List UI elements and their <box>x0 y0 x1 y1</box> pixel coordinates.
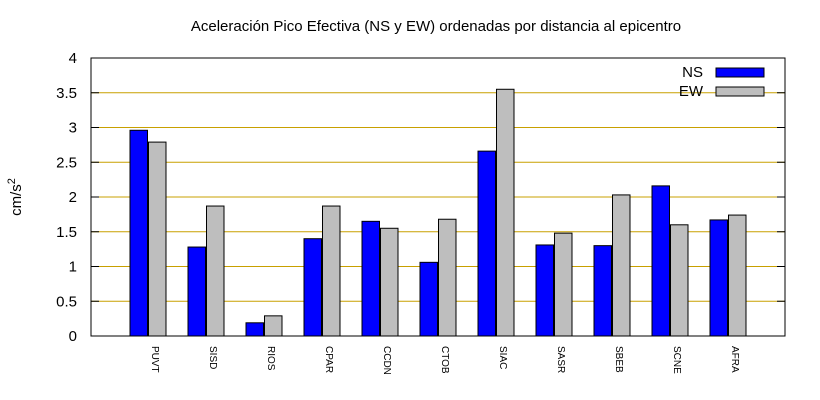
bar-ns-ccdn <box>361 220 380 337</box>
bar-ns-sisd <box>187 246 206 337</box>
category-label: SBEB <box>613 346 624 373</box>
bar-ns-puvt <box>129 129 148 337</box>
bar-ns-rios <box>245 322 264 337</box>
y-tick-label: 3.5 <box>56 85 77 102</box>
y-axis-label-unit: cm/s <box>8 184 25 216</box>
bar-ns-scne <box>651 185 670 337</box>
y-axis-label: cm/s2 <box>6 178 25 216</box>
bars <box>129 88 747 337</box>
y-tick-label: 2 <box>69 189 77 206</box>
category-label: CTOB <box>439 346 450 374</box>
y-tick-label: 0.5 <box>56 293 77 310</box>
bar-ew-siac <box>496 88 515 337</box>
y-tick-label: 4 <box>69 50 77 67</box>
category-label: PUVT <box>149 346 160 373</box>
bar-ew-ctob <box>438 218 457 337</box>
y-ticks: 0 0.5 1 1.5 2 2.5 3 3.5 4 <box>56 50 785 345</box>
legend-swatch-ew <box>715 86 765 97</box>
bar-ew-sbeb <box>612 194 631 337</box>
y-tick-label: 1.5 <box>56 224 77 241</box>
category-label: RIOS <box>265 346 276 371</box>
category-label: AFRA <box>729 346 740 373</box>
category-label: SISD <box>207 346 218 369</box>
bar-ns-sbeb <box>593 245 612 337</box>
bar-ew-afra <box>728 214 747 337</box>
bar-ew-rios <box>264 315 283 337</box>
y-tick-label: 3 <box>69 120 77 137</box>
legend-label-ns: NS <box>682 64 703 81</box>
chart-title: Aceleración Pico Efectiva (NS y EW) orde… <box>191 18 681 35</box>
y-tick-label: 0 <box>69 328 77 345</box>
bar-ew-sasr <box>554 232 573 337</box>
bar-ns-sasr <box>535 244 554 337</box>
bar-ew-ccdn <box>380 227 399 337</box>
bar-ns-siac <box>477 150 496 337</box>
category-label: SASR <box>555 346 566 373</box>
category-label: CPAR <box>323 346 334 373</box>
bar-ew-sisd <box>206 205 225 337</box>
bar-ns-afra <box>709 219 728 337</box>
bar-ew-scne <box>670 224 689 337</box>
y-axis-label-superscript: 2 <box>6 178 18 184</box>
category-label: SCNE <box>671 346 682 374</box>
legend: NS EW <box>679 64 765 100</box>
bar-ns-cpar <box>303 238 322 337</box>
bar-ew-cpar <box>322 205 341 337</box>
category-label: SIAC <box>497 346 508 369</box>
y-tick-label: 1 <box>69 259 77 276</box>
bar-ns-ctob <box>419 261 438 337</box>
y-tick-label: 2.5 <box>56 154 77 171</box>
legend-label-ew: EW <box>679 83 704 100</box>
bar-ew-puvt <box>148 141 167 337</box>
legend-swatch-ns <box>715 67 765 78</box>
category-labels: PUVT SISD RIOS CPAR CCDN CTOB SIAC SASR SBEB SCNE… <box>149 346 740 375</box>
category-label: CCDN <box>381 346 392 375</box>
